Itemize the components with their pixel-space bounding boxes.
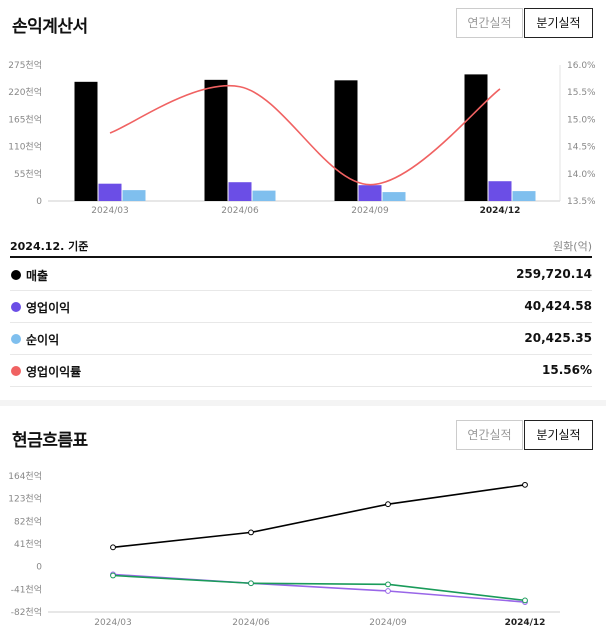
- summary-value: 20,425.35: [524, 331, 592, 345]
- income-y-tick-label: 165천억: [8, 113, 42, 125]
- summary-basis-date: 2024.12. 기준: [10, 240, 89, 253]
- income-x-tick-label: 2024/03: [91, 206, 128, 216]
- income-right-tick-label: 14.5%: [567, 143, 596, 153]
- revenue-bar: [464, 74, 488, 201]
- cashflow-x-tick-label: 2024/06: [232, 618, 270, 628]
- operating-margin-legend-dot: [11, 366, 21, 376]
- cashflow-point: [248, 529, 254, 536]
- income-y-tick-label: 0: [36, 197, 42, 207]
- cashflow-quarter-toggle[interactable]: 분기실적: [524, 420, 593, 450]
- cash-flow-card: 현금흐름표 연간실적 분기실적 -82천억 -41천억 0 41천억 82천억 123천억…: [0, 406, 606, 635]
- summary-row-operating-margin: 영업이익률 15.56%: [10, 355, 592, 387]
- net-income-bar: [382, 192, 406, 201]
- cashflow-y-tick-label: 123천억: [8, 493, 42, 505]
- summary-value: 259,720.14: [516, 267, 592, 281]
- net-income-legend-dot: [11, 334, 21, 344]
- net-income-bar: [252, 190, 276, 201]
- income-x-tick-label: 2024/12: [480, 206, 521, 216]
- summary-value: 40,424.58: [524, 299, 592, 313]
- income-annual-toggle[interactable]: 연간실적: [456, 8, 523, 38]
- summary-label: 영업이익: [26, 301, 71, 315]
- operating-profit-legend-dot: [11, 302, 21, 312]
- net-income-bar: [512, 191, 536, 201]
- income-right-tick-label: 15.0%: [567, 115, 596, 125]
- cashflow-x-tick-label: 2024/09: [369, 618, 407, 628]
- operating-margin-line: [109, 84, 501, 186]
- income-right-tick-label: 15.5%: [567, 88, 596, 98]
- cashflow-line-1: [112, 484, 526, 549]
- income-chart: 0 55천억 110천억 165천억 220천억 275천억 13.5% 14.0% 14.5…: [8, 59, 596, 216]
- income-quarter-toggle[interactable]: 분기실적: [524, 8, 593, 38]
- income-y-tick-label: 110천억: [8, 141, 42, 153]
- income-y-tick-label: 220천억: [8, 86, 42, 98]
- income-x-tick-label: 2024/06: [221, 206, 259, 216]
- cashflow-x-tick-label: 2024/12: [505, 618, 546, 628]
- income-statement-title: 손익계산서: [12, 17, 88, 37]
- cashflow-x-tick-label: 2024/03: [94, 618, 131, 628]
- summary-row-revenue: 매출 259,720.14: [10, 259, 592, 291]
- revenue-bar: [204, 79, 228, 201]
- summary-label: 순이익: [26, 333, 60, 347]
- income-x-tick-label: 2024/09: [351, 206, 389, 216]
- summary-value: 15.56%: [542, 363, 592, 377]
- net-income-bar: [122, 190, 146, 201]
- summary-header: 2024.12. 기준 원화(억): [10, 232, 592, 258]
- cashflow-annual-toggle[interactable]: 연간실적: [456, 420, 523, 450]
- operating-profit-bar: [488, 181, 512, 201]
- operating-profit-bar: [358, 185, 382, 201]
- income-right-tick-label: 16.0%: [567, 61, 596, 71]
- cashflow-point: [385, 581, 391, 588]
- cashflow-point: [522, 597, 528, 604]
- cash-flow-title: 현금흐름표: [12, 431, 88, 451]
- operating-profit-bar: [228, 182, 252, 201]
- cashflow-line-3: [112, 574, 526, 602]
- cashflow-point: [385, 501, 391, 508]
- summary-label: 영업이익률: [26, 365, 82, 379]
- cashflow-y-tick-label: -41천억: [11, 583, 42, 595]
- revenue-bar: [334, 80, 358, 201]
- income-right-tick-label: 13.5%: [567, 197, 596, 207]
- summary-unit: 원화(억): [553, 240, 592, 253]
- income-statement-card: 손익계산서 연간실적 분기실적 0 55천억 110천억 165천억 220천억 275천…: [0, 0, 606, 400]
- cashflow-y-tick-label: 164천억: [8, 470, 42, 482]
- cashflow-y-tick-label: 82천억: [14, 515, 42, 527]
- income-right-tick-label: 14.0%: [567, 170, 596, 180]
- cashflow-y-tick-label: 0: [36, 563, 42, 573]
- cashflow-point: [522, 481, 528, 488]
- revenue-legend-dot: [11, 270, 21, 280]
- cashflow-point: [110, 544, 116, 551]
- summary-label: 매출: [26, 269, 49, 283]
- income-y-tick-label: 275천억: [8, 59, 42, 71]
- cashflow-point: [385, 588, 391, 594]
- summary-row-net-income: 순이익 20,425.35: [10, 323, 592, 355]
- cash-flow-chart: -82천억 -41천억 0 41천억 82천억 123천억 164천억 2024/03 202…: [8, 470, 560, 628]
- operating-profit-bar: [98, 183, 122, 201]
- cashflow-y-tick-label: 41천억: [14, 538, 42, 550]
- income-y-tick-label: 55천억: [14, 168, 42, 180]
- cashflow-y-tick-label: -82천억: [11, 606, 42, 618]
- summary-row-operating-profit: 영업이익 40,424.58: [10, 291, 592, 323]
- cashflow-point: [248, 580, 254, 587]
- cashflow-point: [110, 572, 116, 579]
- revenue-bar: [74, 81, 98, 201]
